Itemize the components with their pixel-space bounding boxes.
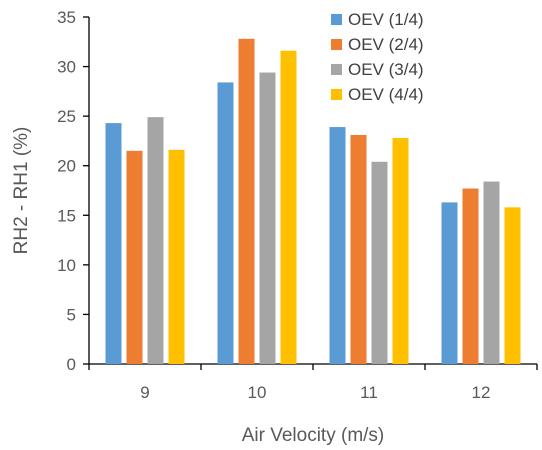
bar [126, 150, 143, 364]
x-axis: 9 10 11 12 [88, 363, 538, 402]
legend-swatch [331, 64, 342, 75]
y-tick-label: 25 [57, 107, 76, 126]
y-tick-label: 20 [57, 157, 76, 176]
x-axis-title: Air Velocity (m/s) [242, 425, 385, 446]
bar [238, 38, 255, 364]
bar [462, 188, 479, 364]
bar [105, 123, 122, 364]
legend: OEV (1/4) OEV (2/4) OEV (3/4) OEV (4/4) [331, 10, 424, 104]
x-tick-label: 9 [140, 383, 149, 402]
legend-swatch [331, 14, 342, 25]
x-tick-label: 12 [472, 383, 491, 402]
legend-swatch [331, 89, 342, 100]
bar [483, 181, 500, 364]
y-axis: 0 5 10 15 20 25 30 35 [57, 8, 90, 374]
bar [147, 117, 164, 365]
legend-label: OEV (3/4) [348, 60, 424, 79]
y-tick-label: 15 [57, 206, 76, 225]
legend-label: OEV (4/4) [348, 85, 424, 104]
bar [350, 134, 367, 364]
bar [371, 161, 388, 364]
bar [329, 127, 346, 364]
bar [280, 50, 297, 365]
bar [259, 72, 276, 365]
legend-label: OEV (1/4) [348, 10, 424, 29]
legend-label: OEV (2/4) [348, 35, 424, 54]
x-tick-label: 11 [360, 383, 378, 402]
y-tick-label: 10 [57, 256, 76, 275]
y-tick-label: 0 [67, 355, 76, 374]
y-tick-label: 35 [57, 8, 76, 27]
bar [441, 202, 458, 364]
bar [217, 82, 234, 364]
bar [168, 149, 185, 364]
y-tick-label: 30 [57, 58, 76, 77]
legend-swatch [331, 39, 342, 50]
bar [504, 207, 521, 364]
bars [105, 38, 521, 365]
y-tick-label: 5 [67, 305, 76, 324]
bar [392, 137, 409, 364]
y-axis-title: RH2 - RH1 (%) [11, 127, 32, 255]
x-tick-label: 10 [248, 383, 267, 402]
